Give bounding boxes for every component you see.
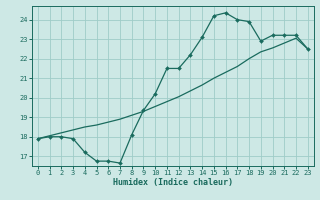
X-axis label: Humidex (Indice chaleur): Humidex (Indice chaleur): [113, 178, 233, 187]
